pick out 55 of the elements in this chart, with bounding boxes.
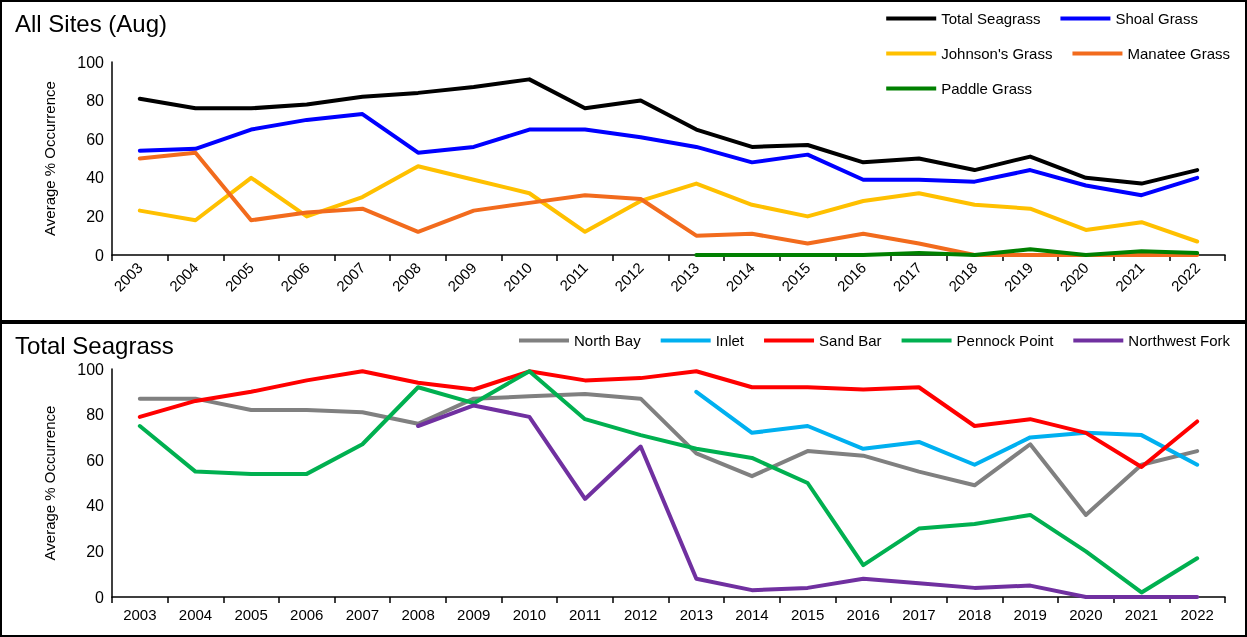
- line-series: [137, 392, 1200, 517]
- y-tick-label: 100: [77, 360, 105, 378]
- y-tick-label: 60: [86, 451, 105, 469]
- y-tick-label: 100: [77, 53, 105, 71]
- y-tick-label: 80: [86, 406, 105, 424]
- line-series: [416, 403, 1200, 599]
- x-tick-label: 2014: [735, 606, 769, 623]
- x-tick-label: 2018: [957, 606, 992, 623]
- x-tick-label: 2013: [679, 606, 714, 623]
- legend-label: Shoal Grass: [1115, 10, 1198, 27]
- y-axis-title: Average % Occurrence: [41, 405, 58, 561]
- y-tick-label: 80: [86, 92, 105, 110]
- legend-label: Manatee Grass: [1127, 45, 1230, 62]
- x-tick-label: 2017: [902, 606, 936, 623]
- chart-title: Total Seagrass: [15, 331, 174, 359]
- x-tick-label: 2016: [846, 606, 880, 623]
- legend-label: North Bay: [573, 332, 642, 349]
- line-series: [137, 369, 1200, 595]
- x-tick-label: 2005: [234, 606, 268, 623]
- y-tick-label: 0: [95, 246, 105, 264]
- line-series: [137, 369, 1200, 470]
- x-tick-label: 2015: [790, 606, 825, 623]
- y-tick-label: 60: [86, 130, 105, 148]
- legend-label: Johnson's Grass: [941, 45, 1053, 62]
- line-series: [694, 389, 1200, 467]
- x-tick-label: 2007: [345, 606, 380, 623]
- legend-label: Paddle Grass: [941, 80, 1033, 97]
- line-series: [137, 164, 1200, 244]
- legend-label: Pennock Point: [956, 332, 1055, 349]
- x-tick-label: 2011: [568, 606, 602, 623]
- legend-label: Inlet: [715, 332, 745, 349]
- x-tick-label: 2021: [1124, 606, 1159, 623]
- x-tick-label: 2006: [290, 606, 324, 623]
- line-series: [137, 77, 1200, 186]
- legend-label: Sand Bar: [819, 332, 882, 349]
- y-tick-label: 20: [86, 542, 105, 560]
- y-tick-label: 40: [86, 169, 105, 187]
- x-tick-label: 2019: [1013, 606, 1047, 623]
- y-tick-label: 20: [86, 207, 105, 225]
- y-tick-label: 40: [86, 497, 105, 515]
- line-series: [137, 112, 1200, 198]
- y-tick-label: 0: [95, 588, 105, 606]
- legend-label: Northwest Fork: [1128, 332, 1231, 349]
- x-tick-label: 2012: [623, 606, 658, 623]
- x-tick-label: 2003: [123, 606, 157, 623]
- legend-label: Total Seagrass: [941, 10, 1041, 27]
- chart-title: All Sites (Aug): [15, 9, 168, 37]
- x-tick-label: 2022: [1180, 606, 1214, 623]
- x-tick-label: 2004: [178, 606, 213, 623]
- y-axis-title: Average % Occurrence: [41, 81, 58, 236]
- line-series: [137, 150, 1200, 257]
- x-tick-label: 2009: [457, 606, 491, 623]
- x-tick-label: 2008: [401, 606, 435, 623]
- x-tick-label: 2020: [1069, 606, 1103, 623]
- x-tick-label: 2010: [512, 606, 547, 623]
